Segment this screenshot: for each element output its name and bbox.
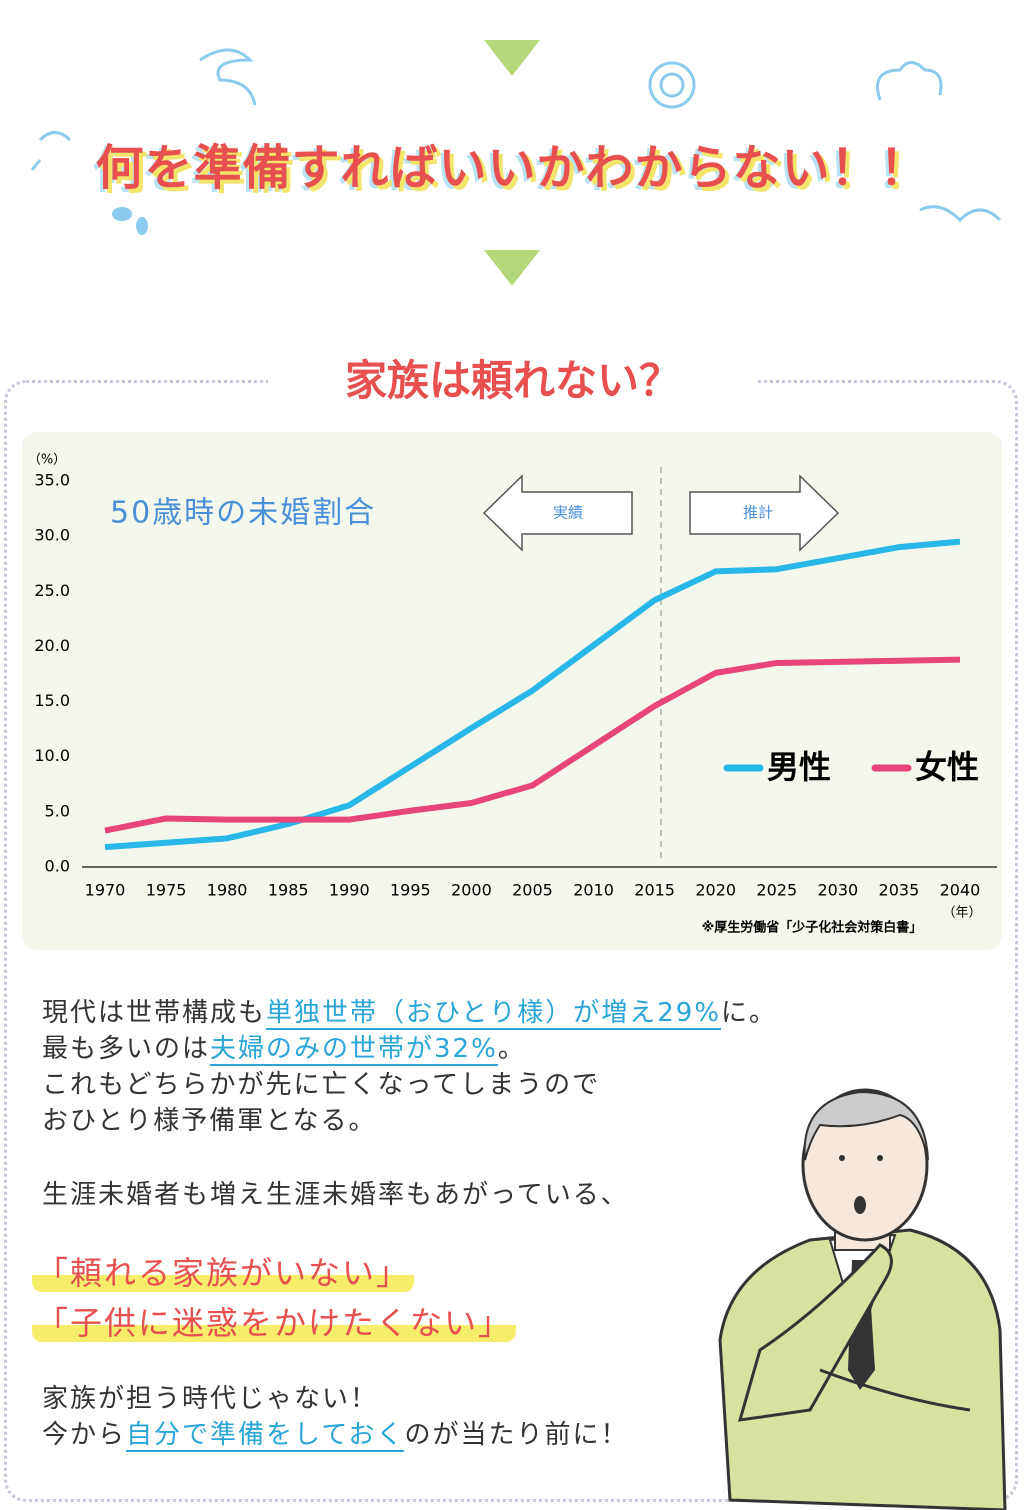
x-tick-label: 2020 [695, 881, 736, 900]
text: 最も多いのは [42, 1034, 211, 1064]
x-tick-label: 2030 [817, 881, 858, 900]
text-line: 現代は世帯構成も単独世帯（おひとり様）が増え29%に。 [42, 992, 778, 1030]
highlight-line: 「子供に迷惑をかけたくない」 [32, 1298, 517, 1344]
source: ※厚生労働省「少子化社会対策白書」 [702, 920, 923, 936]
text-line: 生涯未婚者も増え生涯未婚率もあがっている、 [42, 1180, 629, 1210]
text: 今から [42, 1420, 127, 1450]
x-tick-label: 1970 [85, 881, 126, 900]
y-tick-label: 15.0 [34, 691, 70, 710]
man-illustration [718, 1088, 1007, 1510]
data-line [104, 538, 961, 851]
highlight-line: 「頼れる家族がいない」 [32, 1248, 415, 1294]
text: のが当たり前に！ [404, 1420, 629, 1450]
x-tick-label: 2035 [879, 881, 920, 900]
x-tick-label: 1995 [390, 881, 431, 900]
x-tick-label: 2040 [940, 881, 981, 900]
y-tick-label: 5.0 [45, 801, 70, 820]
x-tick-label: 2010 [573, 881, 614, 900]
underlined-text: 夫婦のみの世帯が32% [210, 1034, 498, 1066]
text-line: 家族が担う時代じゃない！ [42, 1384, 379, 1414]
chart: （%） （年） 50歳時の未婚割合 実績 推計 ※厚生労働省「少子化社会対策白書… [28, 453, 997, 936]
y-tick-label: 0.0 [45, 857, 70, 876]
underlined-text: 単独世帯（おひとり様）が増え29% [266, 998, 722, 1030]
highlight: 「頼れる家族がいない」 [32, 1254, 415, 1292]
y-unit: （%） [28, 453, 66, 468]
text-line: 今から自分で準備をしておくのが当たり前に！ [42, 1414, 629, 1452]
text-line: 最も多いのは夫婦のみの世帯が32%。 [42, 1028, 526, 1066]
x-tick-label: 2025 [756, 881, 797, 900]
y-tick-label: 35.0 [34, 471, 70, 490]
text: に。 [721, 998, 778, 1028]
y-tick-label: 20.0 [34, 636, 70, 655]
text: 現代は世帯構成も [42, 998, 267, 1028]
chart-title: 50歳時の未婚割合 [110, 496, 376, 531]
x-tick-label: 1975 [146, 881, 187, 900]
arrow-label: 実績 [553, 504, 583, 522]
text-line: これもどちらかが先に亡くなってしまうので [42, 1070, 601, 1100]
x-tick-label: 2015 [634, 881, 675, 900]
x-tick-label: 2000 [451, 881, 492, 900]
highlight: 「子供に迷惑をかけたくない」 [32, 1304, 517, 1342]
text-line: おひとり様予備軍となる。 [42, 1106, 377, 1136]
y-tick-label: 30.0 [34, 526, 70, 545]
legend-label: 女性 [915, 748, 979, 786]
x-tick-label: 1985 [268, 881, 309, 900]
decor [30, 40, 1002, 286]
text: 。 [497, 1034, 526, 1064]
x-unit: （年） [942, 906, 981, 921]
underlined-text: 自分で準備をしておく [126, 1420, 405, 1452]
x-tick-label: 2005 [512, 881, 553, 900]
legend-label: 男性 [767, 748, 831, 786]
arrow-label: 推計 [743, 504, 773, 522]
headline: 何を準備すればいいかわからない！！ [95, 140, 929, 196]
y-tick-label: 10.0 [34, 746, 70, 765]
chart-panel: （%） （年） 50歳時の未婚割合 実績 推計 ※厚生労働省「少子化社会対策白書… [22, 432, 1002, 950]
x-tick-label: 1980 [207, 881, 248, 900]
y-tick-label: 25.0 [34, 581, 70, 600]
data-line [104, 656, 961, 834]
section-title: 家族は頼れない？ [268, 345, 758, 417]
x-tick-label: 1990 [329, 881, 370, 900]
